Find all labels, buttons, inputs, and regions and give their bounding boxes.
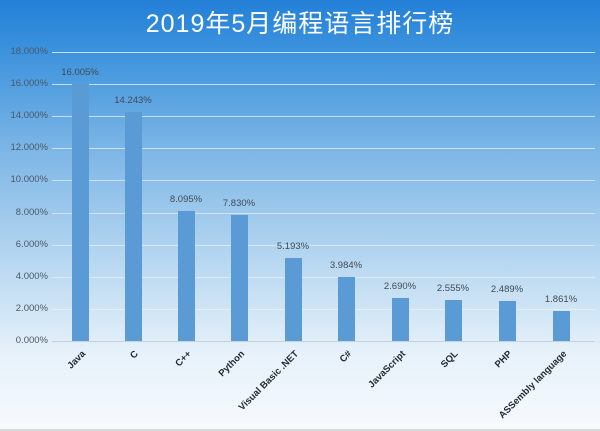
y-tick-label: 18.000% <box>10 46 48 57</box>
gridline <box>52 52 595 53</box>
gridline <box>52 308 595 310</box>
data-label: 2.489% <box>490 284 524 296</box>
data-label: 7.830% <box>222 198 256 210</box>
y-tick-label: 10.000% <box>10 174 48 186</box>
data-label: 3.984% <box>329 260 363 272</box>
data-label: 2.690% <box>383 280 417 292</box>
data-label: 2.555% <box>436 282 470 294</box>
y-tick-label: 6.000% <box>15 238 48 250</box>
y-tick-label: 16.000% <box>10 78 48 90</box>
gridline <box>52 180 595 182</box>
bar <box>177 211 195 341</box>
gridline <box>52 116 595 118</box>
x-tick-label: C# <box>337 348 354 365</box>
bar <box>230 215 248 341</box>
y-tick-label: 12.000% <box>10 142 48 154</box>
y-tick-label: 2.000% <box>15 302 48 314</box>
bar <box>337 277 355 341</box>
bar <box>284 257 302 341</box>
y-tick-label: 0.000% <box>15 335 48 346</box>
gridline <box>52 212 595 214</box>
gridline <box>52 84 595 86</box>
data-label: 5.193% <box>276 240 310 252</box>
x-tick-label: SQL <box>439 348 461 371</box>
bar <box>444 299 462 341</box>
bar <box>124 112 142 341</box>
y-tick-label: 4.000% <box>15 270 48 282</box>
x-tick-label: Python <box>216 348 247 380</box>
x-tick-label: Java <box>65 348 88 372</box>
chart-title: 2019年5月编程语言排行榜 <box>145 10 455 38</box>
gridline <box>52 341 595 342</box>
x-tick-label: C++ <box>173 348 194 370</box>
x-tick-label: C <box>128 348 141 362</box>
data-label: 16.005% <box>61 67 99 79</box>
x-tick-label: JavaScript <box>366 348 408 391</box>
x-tick-label: Visual Basic .NET <box>236 348 301 414</box>
bar <box>391 297 409 341</box>
gridline <box>52 244 595 246</box>
bar <box>71 84 89 341</box>
bar <box>552 311 570 341</box>
data-label: 8.095% <box>169 194 203 206</box>
y-tick-label: 14.000% <box>10 110 48 122</box>
gridline <box>52 276 595 278</box>
x-tick-label: PHP <box>493 348 515 371</box>
bar <box>498 301 516 341</box>
gridline <box>52 148 595 150</box>
y-tick-label: 8.000% <box>15 206 48 218</box>
data-label: 14.243% <box>114 95 152 107</box>
data-label: 1.861% <box>544 294 578 306</box>
